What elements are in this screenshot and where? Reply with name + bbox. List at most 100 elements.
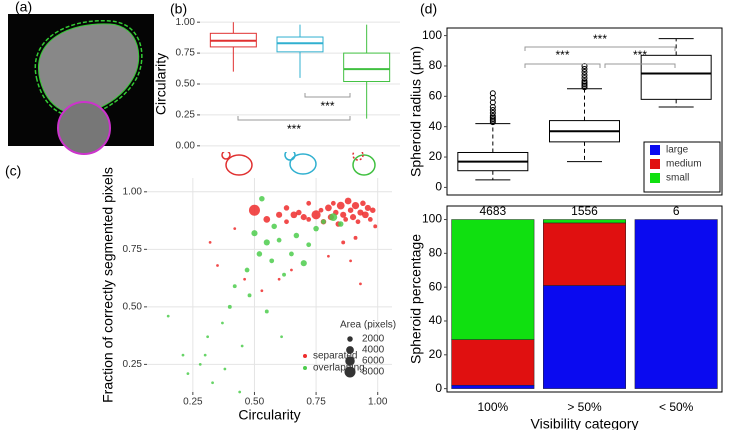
point — [259, 195, 265, 202]
annotation: *** — [555, 48, 569, 62]
point — [306, 200, 312, 206]
point — [290, 268, 293, 272]
point — [327, 254, 330, 258]
x-axis-title: Visibility category — [531, 416, 639, 430]
plot-area — [147, 178, 392, 392]
bar-segment — [451, 339, 535, 386]
box — [276, 36, 324, 53]
legend-swatch — [650, 173, 660, 183]
outlier — [581, 69, 588, 76]
size-legend-label: 8000 — [362, 367, 385, 378]
y-tick-label: 100 — [422, 28, 442, 42]
point — [238, 390, 242, 394]
panel-label: (d) — [420, 1, 437, 17]
outlier — [489, 106, 496, 113]
point — [364, 204, 371, 211]
point — [362, 211, 369, 219]
annotation: *** — [593, 32, 607, 46]
bracket — [604, 63, 676, 68]
point — [271, 223, 277, 230]
point — [203, 353, 207, 357]
point — [347, 207, 354, 213]
icon — [221, 150, 231, 160]
point — [311, 210, 321, 220]
y-tick-label: 60 — [429, 88, 443, 102]
x-tick-label: > 50% — [567, 400, 602, 414]
x-tick-label: 100% — [477, 400, 508, 414]
y-tick-label: 40 — [429, 119, 443, 133]
y-axis-title: Circularity — [153, 53, 169, 115]
point — [349, 214, 357, 221]
point — [221, 321, 224, 325]
legend-label: separated — [313, 351, 357, 362]
total-label: 4683 — [479, 204, 506, 218]
point — [233, 227, 237, 230]
point — [206, 335, 210, 339]
size-legend-label: 6000 — [362, 356, 385, 367]
point — [329, 213, 338, 222]
bar-segment — [543, 222, 626, 286]
y-axis-title: Spheroid radius (µm) — [408, 46, 424, 177]
point — [240, 344, 244, 348]
point — [321, 219, 326, 225]
total-label: 6 — [673, 204, 680, 218]
outline-dashed — [34, 19, 143, 118]
point — [355, 219, 361, 225]
y-tick-label: 20 — [429, 347, 443, 361]
bracket — [304, 93, 351, 98]
point — [290, 211, 298, 219]
point — [216, 264, 219, 267]
point — [353, 235, 358, 240]
point — [251, 230, 258, 237]
cell-overlap — [57, 101, 111, 155]
point — [360, 200, 366, 207]
point — [247, 293, 252, 298]
panel-label: (c) — [5, 163, 21, 179]
x-tick-label: < 50% — [659, 400, 694, 414]
outlier — [581, 65, 588, 72]
total-label: 1556 — [571, 204, 598, 218]
cell — [38, 23, 139, 114]
point — [330, 200, 336, 206]
box — [640, 54, 712, 100]
legend-label: medium — [666, 159, 702, 170]
legend-label: small — [666, 173, 689, 184]
outlier — [581, 75, 588, 82]
annotation: *** — [287, 122, 301, 136]
y-tick-label: 40 — [429, 313, 443, 327]
annotation: *** — [320, 99, 334, 113]
point — [313, 225, 319, 232]
point — [336, 201, 345, 210]
y-tick-label: 0 — [435, 180, 442, 194]
point — [351, 201, 360, 210]
point — [284, 219, 289, 225]
point — [318, 207, 324, 213]
y-tick-label: 0.50 — [176, 79, 196, 90]
y-tick-label: 0.25 — [176, 110, 196, 121]
size-legend-swatch — [347, 336, 353, 342]
y-tick-label: 20 — [429, 149, 443, 163]
point — [269, 258, 275, 264]
panel-label: (b) — [170, 1, 187, 17]
outlier — [581, 78, 588, 85]
point — [300, 260, 307, 267]
bracket — [524, 46, 676, 51]
point — [293, 232, 300, 239]
size-legend-swatch — [345, 356, 355, 366]
legend-swatch — [303, 354, 307, 358]
point — [306, 217, 312, 222]
point — [341, 240, 346, 245]
point — [306, 242, 312, 248]
y-tick-label: 0.75 — [176, 48, 196, 59]
bar-segment — [451, 384, 535, 389]
point — [367, 217, 373, 222]
box — [343, 52, 391, 83]
point — [198, 363, 202, 366]
size-legend-title: Area (pixels) — [340, 320, 396, 331]
point — [223, 367, 227, 371]
y-tick-label: 80 — [429, 58, 443, 72]
point — [181, 353, 185, 357]
point — [243, 277, 246, 281]
point — [227, 304, 232, 309]
